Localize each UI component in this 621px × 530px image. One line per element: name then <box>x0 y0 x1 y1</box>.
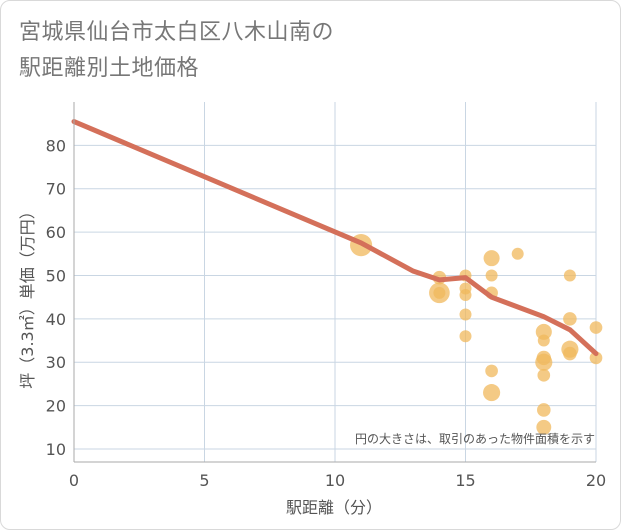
y-tick-label: 30 <box>46 353 66 372</box>
x-tick-label: 10 <box>325 471 345 490</box>
bubble-point <box>537 368 551 382</box>
trend-series <box>71 119 599 357</box>
y-tick-label: 10 <box>46 440 66 459</box>
x-axis-label: 駅距離（分） <box>286 498 382 517</box>
chart-title-line2: 駅距離別土地価格 <box>19 56 200 81</box>
axes <box>73 102 596 463</box>
y-tick-label: 50 <box>46 266 66 285</box>
y-tick-label: 60 <box>46 223 66 242</box>
y-axis-label: 坪（3.3㎡）単価（万円） <box>18 203 37 388</box>
y-tick-label: 70 <box>46 180 66 199</box>
trend-line <box>71 119 599 357</box>
bubble-point <box>563 269 576 282</box>
bubble-point <box>485 269 498 282</box>
bubble-point <box>459 330 472 343</box>
x-tick-label: 0 <box>69 471 79 490</box>
bubble-point <box>535 323 552 340</box>
bubble-point <box>483 250 500 267</box>
y-tick-label: 40 <box>46 310 66 329</box>
bubble-point <box>483 384 501 402</box>
bubble-series <box>350 234 603 435</box>
bubble-point <box>485 364 498 378</box>
bubble-point <box>563 346 577 361</box>
bubble-point <box>563 312 577 326</box>
bubble-point <box>459 289 472 302</box>
x-tick-label: 15 <box>455 471 475 490</box>
bubble-point <box>536 419 552 435</box>
chart-title: 宮城県仙台市太白区八木山南の 駅距離別土地価格 <box>19 15 334 87</box>
bubble-point <box>589 321 603 334</box>
bubble-size-note: 円の大きさは、取引のあった物件面積を示す <box>355 431 595 446</box>
bubble-point <box>511 247 524 260</box>
tick-labels: 10 20 30 40 50 60 70 80 0 5 10 15 20 <box>46 136 607 490</box>
y-tick-label: 80 <box>46 136 66 155</box>
grid-lines <box>74 102 597 462</box>
x-tick-label: 5 <box>199 471 209 490</box>
chart-title-line1: 宮城県仙台市太白区八木山南の <box>19 20 335 45</box>
bubble-point <box>537 334 550 347</box>
bubble-point <box>537 403 551 417</box>
y-tick-label: 20 <box>46 397 66 416</box>
bubble-point <box>589 351 603 365</box>
bubble-point <box>433 286 446 299</box>
bubble-point <box>535 353 553 371</box>
bubble-point <box>459 308 472 321</box>
x-tick-label: 20 <box>586 471 606 490</box>
